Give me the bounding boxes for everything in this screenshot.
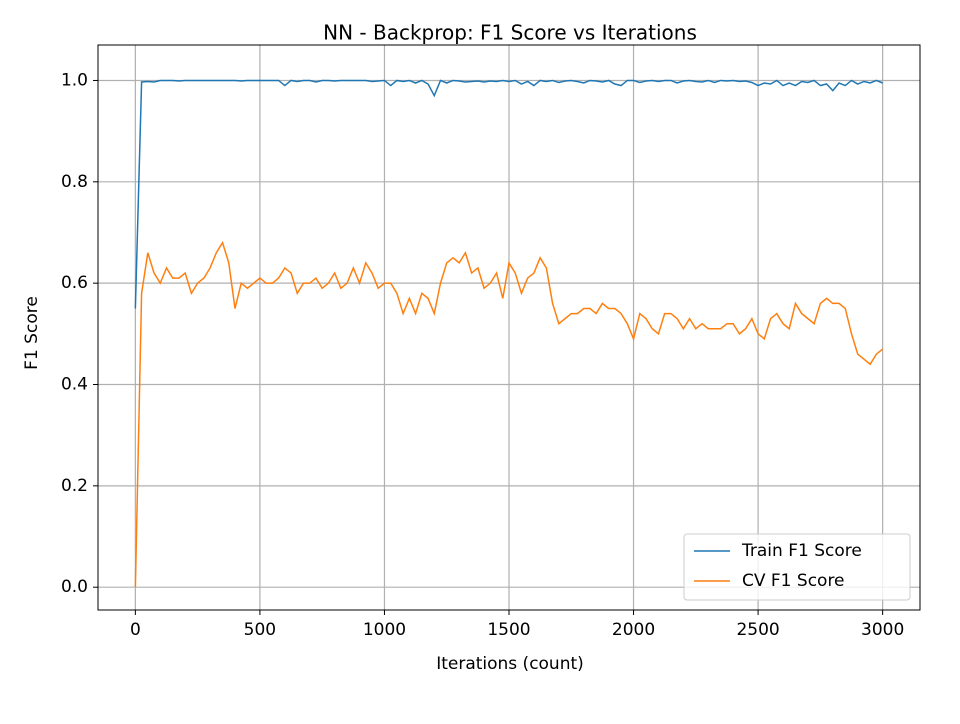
x-tick-label: 500 [244, 620, 276, 640]
line [134, 240, 884, 588]
x-tick-label: 1000 [363, 620, 406, 640]
y-tick-label: 0.2 [61, 476, 88, 496]
x-tick-label: 2500 [736, 620, 779, 640]
line [134, 79, 883, 309]
x-axis-label: Iterations (count) [436, 654, 584, 674]
y-tick-label: 0.6 [61, 273, 88, 293]
legend-box [683, 533, 911, 601]
legend-label: CV F1 Score [742, 571, 845, 591]
x-tick-label: 0 [130, 620, 141, 640]
y-tick-label: 0.8 [61, 172, 88, 192]
y-axis-label: F1 Score [22, 296, 42, 370]
plot-frame [97, 44, 921, 611]
x-tick-label: 1500 [487, 620, 530, 640]
x-tick-label: 3000 [861, 620, 904, 640]
y-tick-label: 0.0 [61, 577, 88, 597]
y-tick-label: 1.0 [61, 70, 88, 90]
chart-title: NN - Backprop: F1 Score vs Iterations [323, 21, 697, 45]
y-tick-label: 0.4 [61, 375, 88, 395]
legend-label: Train F1 Score [741, 541, 862, 561]
x-tick-label: 2000 [612, 620, 655, 640]
